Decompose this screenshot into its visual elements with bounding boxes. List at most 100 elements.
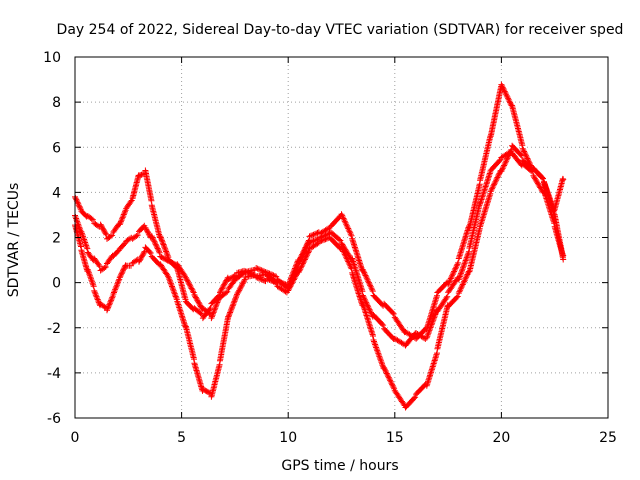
data-point-markers bbox=[104, 232, 116, 242]
axis-ticks: 0 5 10 15 20 25 -6 -4 -2 0 2 4 6 8 10 bbox=[43, 50, 617, 446]
y-axis-label: SDTVAR / TECUs bbox=[6, 183, 22, 298]
data-points bbox=[72, 81, 567, 411]
data-point-markers bbox=[91, 255, 103, 270]
data-point-markers bbox=[104, 293, 116, 314]
data-point-markers bbox=[199, 305, 214, 322]
x-tick-label: 10 bbox=[279, 430, 297, 446]
data-point-markers bbox=[306, 235, 322, 246]
x-tick-label: 0 bbox=[71, 430, 80, 446]
data-point-markers bbox=[487, 156, 504, 174]
data-point-markers bbox=[434, 293, 451, 315]
y-tick-label: 8 bbox=[52, 95, 61, 111]
data-point-markers bbox=[295, 248, 312, 275]
data-point-markers bbox=[370, 292, 387, 309]
data-point-markers bbox=[541, 178, 558, 218]
data-point-markers bbox=[306, 239, 322, 252]
data-point-markers bbox=[455, 268, 472, 297]
data-point-markers bbox=[217, 313, 232, 364]
y-tick-label: -6 bbox=[47, 411, 61, 427]
data-point-markers bbox=[116, 207, 129, 228]
data-point-markers bbox=[560, 176, 567, 183]
data-point-markers bbox=[445, 293, 461, 310]
data-point-markers bbox=[191, 305, 205, 318]
data-point-markers bbox=[466, 181, 483, 231]
data-point-markers bbox=[123, 197, 135, 212]
data-point-markers bbox=[349, 269, 366, 309]
data-point-markers bbox=[274, 283, 290, 296]
data-point-markers bbox=[110, 276, 123, 297]
data-point-markers bbox=[116, 240, 129, 252]
data-point-markers bbox=[129, 232, 141, 242]
x-tick-label: 15 bbox=[386, 430, 404, 446]
data-point-markers bbox=[402, 330, 419, 349]
data-point-markers bbox=[349, 255, 366, 295]
data-point-markers bbox=[97, 221, 110, 238]
data-point-markers bbox=[349, 235, 366, 274]
data-point-markers bbox=[477, 169, 494, 207]
data-point-markers bbox=[263, 275, 280, 286]
y-tick-label: 0 bbox=[52, 276, 61, 292]
data-point-markers bbox=[423, 307, 440, 341]
series-track-1 bbox=[72, 81, 567, 342]
y-tick-label: 4 bbox=[52, 185, 61, 201]
data-point-markers bbox=[174, 265, 189, 303]
grid bbox=[75, 57, 608, 418]
data-point-markers bbox=[84, 213, 96, 223]
data-point-markers bbox=[551, 175, 566, 213]
data-point-markers bbox=[182, 323, 197, 363]
data-point-markers bbox=[110, 247, 122, 260]
data-point-markers bbox=[253, 274, 269, 285]
data-point-markers bbox=[391, 314, 408, 336]
y-tick-label: -4 bbox=[47, 366, 61, 382]
data-point-markers bbox=[242, 266, 258, 275]
data-point-markers bbox=[191, 360, 206, 394]
data-point-markers bbox=[136, 222, 148, 235]
data-point-markers bbox=[477, 190, 494, 230]
data-point-markers bbox=[242, 272, 258, 281]
y-tick-label: 10 bbox=[43, 50, 61, 66]
data-point-markers bbox=[381, 364, 398, 392]
series-track-2 bbox=[72, 148, 567, 349]
x-tick-label: 5 bbox=[177, 430, 186, 446]
data-point-markers bbox=[129, 172, 142, 202]
data-point-markers bbox=[285, 268, 302, 294]
data-point-markers bbox=[498, 146, 515, 175]
data-point-markers bbox=[182, 274, 197, 296]
data-point-markers bbox=[317, 224, 333, 237]
data-point-markers bbox=[423, 292, 440, 332]
x-tick-label: 25 bbox=[599, 430, 617, 446]
data-point-markers bbox=[477, 133, 494, 184]
data-point-markers bbox=[466, 225, 483, 275]
data-point-markers bbox=[370, 312, 387, 329]
data-point-markers bbox=[551, 211, 566, 261]
data-point-markers bbox=[157, 261, 171, 280]
data-point-markers bbox=[466, 200, 483, 251]
data-point-markers bbox=[445, 259, 462, 288]
data-point-markers bbox=[165, 256, 180, 271]
data-point-markers bbox=[487, 167, 504, 195]
data-point-markers bbox=[455, 223, 472, 262]
data-point-markers bbox=[338, 211, 355, 239]
data-point-markers bbox=[142, 244, 154, 256]
data-point-markers bbox=[359, 266, 376, 295]
data-point-markers bbox=[165, 274, 180, 303]
chart-title: Day 254 of 2022, Sidereal Day-to-day VTE… bbox=[57, 22, 624, 38]
data-point-markers bbox=[509, 142, 525, 159]
data-point-markers bbox=[327, 229, 344, 244]
data-point-markers bbox=[434, 302, 451, 352]
data-point-markers bbox=[253, 265, 269, 276]
data-point-markers bbox=[78, 228, 91, 252]
data-point-markers bbox=[338, 244, 355, 272]
data-point-markers bbox=[136, 248, 148, 265]
data-point-markers bbox=[423, 350, 440, 389]
data-point-markers bbox=[498, 81, 515, 109]
data-point-markers bbox=[530, 165, 546, 182]
data-point-markers bbox=[174, 298, 189, 330]
data-point-markers bbox=[142, 167, 155, 204]
data-point-markers bbox=[381, 300, 397, 317]
y-tick-label: 6 bbox=[52, 140, 61, 156]
data-point-markers bbox=[148, 233, 163, 256]
data-point-markers bbox=[434, 279, 450, 296]
data-point-markers bbox=[402, 394, 419, 411]
